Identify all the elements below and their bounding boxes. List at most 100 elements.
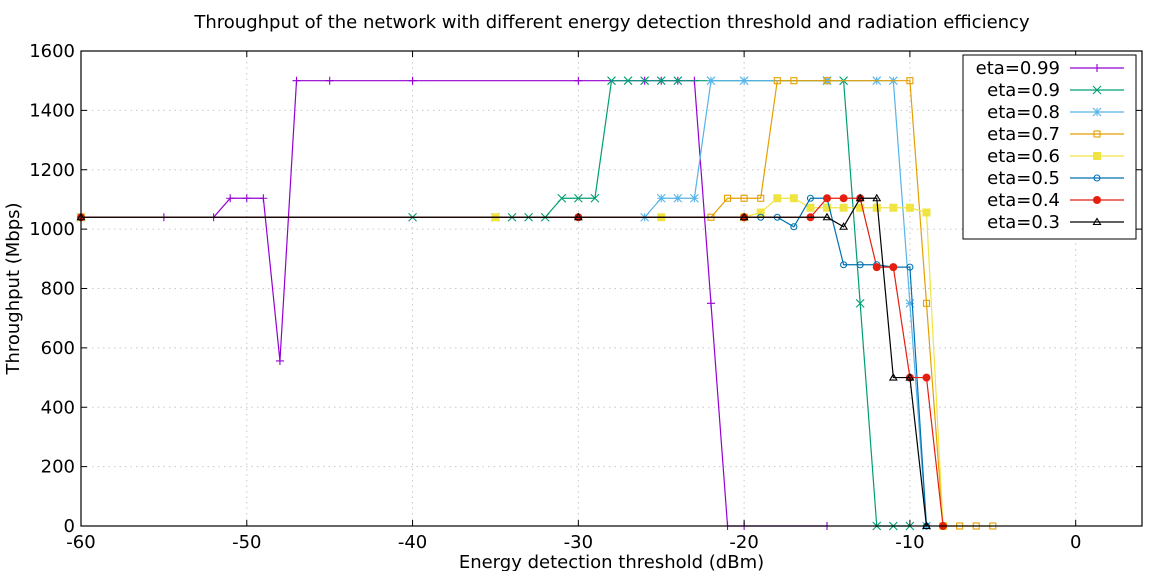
series-lines [76, 76, 997, 531]
x-tick-label: -10 [895, 532, 924, 553]
y-tick-label: 600 [41, 338, 75, 359]
data-point [789, 194, 798, 203]
data-point [906, 77, 914, 85]
data-point [889, 203, 898, 212]
y-tick-label: 1600 [29, 41, 75, 62]
y-tick-label: 1200 [29, 160, 75, 181]
y-tick-label: 0 [64, 516, 75, 537]
y-tick-label: 400 [41, 397, 75, 418]
series-line [81, 197, 944, 527]
data-point [757, 194, 765, 202]
data-point [640, 76, 650, 86]
y-tick-label: 800 [41, 279, 75, 300]
series-line [81, 197, 944, 527]
series-2 [76, 76, 915, 531]
data-point [408, 76, 417, 85]
data-point [574, 76, 583, 85]
data-point [226, 194, 235, 203]
data-point [690, 193, 699, 203]
data-point [856, 203, 865, 212]
grid-lines [81, 51, 1142, 526]
legend-label: eta=0.6 [987, 146, 1060, 167]
legend-label: eta=0.3 [987, 212, 1060, 233]
series-6 [77, 194, 931, 530]
x-tick-label: -60 [66, 532, 95, 553]
legend-label: eta=0.9 [987, 80, 1060, 101]
data-point [275, 356, 284, 365]
series-8 [76, 193, 931, 530]
data-point [673, 76, 683, 86]
data-point [822, 212, 832, 221]
legend-marker [1093, 64, 1101, 72]
chart-title: Throughput of the network with different… [193, 12, 1030, 33]
x-axis-label: Energy detection threshold (dBm) [459, 552, 764, 571]
series-1 [77, 76, 832, 530]
series-line [81, 80, 910, 527]
legend-label: eta=0.4 [987, 190, 1060, 211]
data-point [922, 299, 931, 307]
data-point [706, 299, 715, 308]
series-4 [77, 77, 997, 530]
x-tick-label: 0 [1070, 532, 1081, 553]
legend-label: eta=0.7 [987, 124, 1060, 145]
data-point [888, 372, 898, 381]
legend-marker [1092, 107, 1102, 117]
legend-label: eta=0.5 [987, 168, 1060, 189]
series-line [81, 197, 928, 527]
data-point [623, 76, 633, 86]
data-point [723, 194, 732, 202]
series-line [81, 80, 928, 527]
legend-marker [1093, 152, 1101, 160]
data-point [889, 263, 898, 272]
data-point [673, 193, 683, 203]
data-point [773, 194, 782, 203]
data-point [839, 203, 848, 212]
data-point [790, 223, 798, 231]
data-point [325, 76, 334, 85]
data-point [823, 77, 831, 85]
data-point [905, 372, 915, 381]
x-tick-label: -40 [398, 532, 427, 553]
x-tick-label: -50 [232, 532, 261, 553]
series-3 [76, 76, 931, 531]
data-point [922, 373, 931, 382]
data-point [855, 298, 865, 308]
data-point [905, 203, 914, 212]
data-point [806, 203, 815, 212]
data-point [706, 76, 716, 86]
data-point [739, 76, 749, 86]
legend-marker [1092, 217, 1102, 226]
data-point [773, 77, 781, 85]
data-point [840, 261, 848, 269]
series-line [81, 80, 828, 527]
y-tick-label: 1000 [29, 219, 75, 240]
y-axis-label: Throughput (Mbps) [3, 202, 24, 375]
x-tick-label: -20 [729, 532, 758, 553]
data-point [905, 298, 915, 308]
data-point [292, 76, 301, 85]
data-point [855, 193, 865, 202]
data-point [756, 208, 765, 217]
data-point [839, 194, 848, 203]
legend-marker [1093, 130, 1101, 138]
data-point [656, 76, 666, 86]
data-point [573, 193, 583, 203]
legend-marker [1093, 174, 1101, 182]
data-point [259, 194, 268, 203]
data-point [872, 263, 881, 272]
data-point [656, 193, 666, 203]
data-point [872, 203, 881, 212]
data-point [839, 222, 849, 230]
series-7 [77, 194, 948, 530]
series-5 [77, 194, 948, 530]
series-line [81, 197, 928, 527]
data-point [573, 212, 583, 221]
legend-marker [1092, 85, 1102, 95]
data-point [856, 261, 864, 269]
legend-label: eta=0.99 [976, 58, 1060, 79]
axis-ticks: -60 -50 -40 -30 -20 -10 0 0 200 400 600 800 1000 1200… [29, 41, 1142, 553]
x-tick-label: -30 [564, 532, 593, 553]
legend-box [962, 54, 1137, 240]
legend: eta=0.99eta=0.9eta=0.8eta=0.7eta=0.6eta=… [962, 54, 1137, 240]
